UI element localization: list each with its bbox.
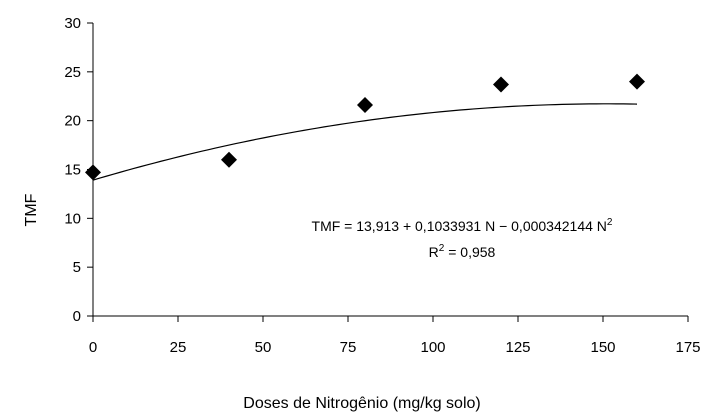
trend-equation-main: TMF = 13,913 + 0,1033931 N − 0,000342144… (312, 218, 607, 234)
x-tick-label: 175 (675, 339, 700, 356)
data-point (357, 97, 373, 114)
trend-equation: TMF = 13,913 + 0,1033931 N − 0,000342144… (312, 217, 613, 234)
data-point (221, 151, 237, 168)
x-tick-label: 125 (505, 339, 530, 356)
axes (92, 23, 688, 317)
data-point (493, 76, 509, 93)
x-tick-label: 25 (170, 339, 187, 356)
data-points (85, 73, 645, 181)
r-squared-value: = 0,958 (444, 244, 495, 260)
x-tick-label: 75 (340, 339, 357, 356)
r-squared-exponent: 2 (439, 243, 445, 254)
x-tick-label: 100 (420, 339, 445, 356)
data-point (629, 73, 645, 90)
y-tick-label: 15 (64, 162, 81, 179)
x-tick-label: 0 (89, 339, 97, 356)
y-axis-title: TMF (23, 193, 40, 226)
y-tick-label: 20 (64, 113, 81, 130)
trendline-curve (92, 103, 638, 181)
ticks: 0 5 10 15 20 25 30 0 25 50 75 100 125 150 175 (64, 15, 700, 356)
y-tick-label: 10 (64, 210, 81, 227)
r-squared: R2 = 0,958 (429, 243, 496, 260)
x-tick-label: 50 (255, 339, 272, 356)
y-tick-label: 5 (73, 259, 81, 276)
x-tick-label: 150 (590, 339, 615, 356)
x-axis-title: Doses de Nitrogênio (mg/kg solo) (243, 395, 480, 412)
y-tick-label: 25 (64, 64, 81, 81)
trend-equation-exponent: 2 (607, 217, 613, 228)
data-point (85, 164, 101, 181)
r-squared-prefix: R (429, 244, 439, 260)
y-tick-label: 0 (73, 308, 81, 325)
y-tick-label: 30 (64, 15, 81, 32)
